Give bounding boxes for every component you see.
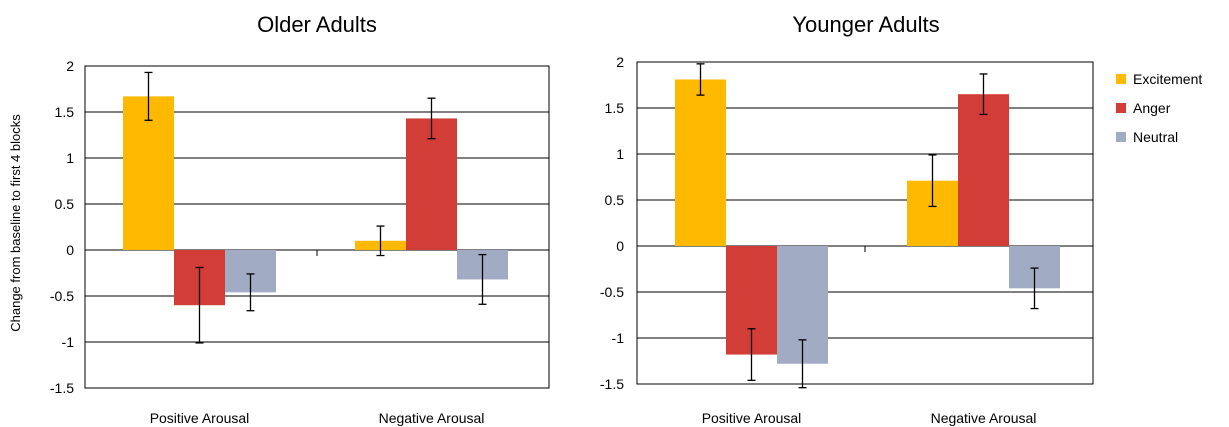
y-tick-label: 1 — [616, 146, 624, 162]
plot-frame — [636, 61, 1094, 385]
bar — [675, 79, 726, 246]
y-tick-label: -1.5 — [600, 376, 624, 392]
legend-label: Anger — [1133, 100, 1171, 116]
y-tick-label: 2 — [616, 54, 624, 70]
chart-title: Younger Adults — [792, 12, 939, 37]
bar — [123, 96, 174, 250]
legend-label: Excitement — [1133, 71, 1202, 87]
y-tick-label: -0.5 — [600, 284, 624, 300]
category-label: Positive Arousal — [702, 410, 802, 426]
category-label: Negative Arousal — [379, 410, 485, 426]
panel-older-adults: Older Adults 2 1.5 1 0.5 0 -0.5 -1 -1.5 Positive … — [50, 12, 550, 426]
chart-title: Older Adults — [257, 12, 377, 37]
y-tick-label: 0 — [616, 238, 624, 254]
y-tick-label: 1.5 — [605, 100, 625, 116]
bar — [406, 118, 457, 250]
legend: Excitement Anger Neutral — [1116, 71, 1202, 145]
bar — [958, 94, 1009, 246]
y-tick-label: 2 — [66, 58, 74, 74]
category-label: Positive Arousal — [150, 410, 250, 426]
y-tick-label: 1 — [66, 150, 74, 166]
y-tick-label: 0.5 — [605, 192, 625, 208]
category-label: Negative Arousal — [931, 410, 1037, 426]
plot-frame — [84, 65, 550, 389]
legend-swatch — [1116, 103, 1126, 113]
legend-label: Neutral — [1133, 129, 1178, 145]
y-tick-label: 0 — [66, 242, 74, 258]
y-tick-label: 0.5 — [55, 196, 75, 212]
legend-swatch — [1116, 132, 1126, 142]
y-tick-label: -1.5 — [50, 380, 74, 396]
panel-younger-adults: Younger Adults 2 1.5 1 0.5 0 -0.5 -1 -1.5 Positiv… — [600, 12, 1094, 426]
y-tick-label: -1 — [62, 334, 75, 350]
y-tick-label: -1 — [612, 330, 625, 346]
y-tick-label: -0.5 — [50, 288, 74, 304]
legend-swatch — [1116, 74, 1126, 84]
y-axis-label: Change from baseline to first 4 blocks — [8, 114, 23, 332]
y-tick-label: 1.5 — [55, 104, 75, 120]
